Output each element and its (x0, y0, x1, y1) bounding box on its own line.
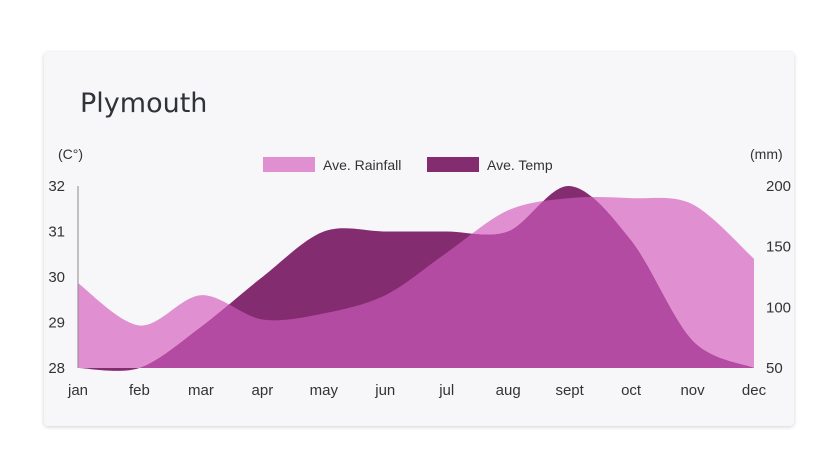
x-tick-label: jan (67, 382, 88, 399)
left-tick-label: 32 (48, 178, 65, 195)
x-tick-label: mar (188, 382, 214, 399)
x-tick-label: feb (129, 382, 150, 399)
left-axis-ticks: 28 29 30 31 32 (48, 178, 65, 377)
legend-label-ave-rainfall: Ave. Rainfall (323, 157, 401, 173)
x-tick-label: dec (742, 382, 767, 399)
right-tick-label: 50 (766, 360, 783, 377)
right-axis-label: (mm) (750, 146, 783, 162)
x-tick-label: apr (252, 382, 274, 399)
left-tick-label: 31 (48, 224, 65, 241)
right-tick-label: 100 (766, 299, 791, 316)
left-axis-label: (C°) (58, 146, 83, 162)
legend: Ave. Rainfall Ave. Temp (263, 157, 553, 173)
x-tick-label: may (310, 382, 339, 399)
left-tick-label: 30 (48, 269, 65, 286)
right-axis-ticks: 50 100 150 200 (766, 178, 791, 377)
x-tick-label: sept (555, 382, 584, 399)
legend-label-ave-temp: Ave. Temp (487, 157, 553, 173)
series-overlap (78, 197, 754, 368)
x-tick-label: nov (680, 382, 705, 399)
right-tick-label: 200 (766, 178, 791, 195)
right-tick-label: 150 (766, 239, 791, 256)
x-tick-label: oct (621, 382, 642, 399)
left-tick-label: 29 (48, 315, 65, 332)
left-tick-label: 28 (48, 360, 65, 377)
chart-title: Plymouth (80, 88, 208, 119)
chart-areas (78, 185, 754, 371)
legend-swatch-ave-rainfall (263, 157, 315, 172)
x-tick-label: jul (438, 382, 454, 399)
x-axis-ticks: jan feb mar apr may jun jul aug sept oct nov dec (67, 382, 767, 399)
legend-swatch-ave-temp (427, 157, 479, 172)
x-tick-label: jun (374, 382, 395, 399)
x-tick-label: aug (496, 382, 521, 399)
